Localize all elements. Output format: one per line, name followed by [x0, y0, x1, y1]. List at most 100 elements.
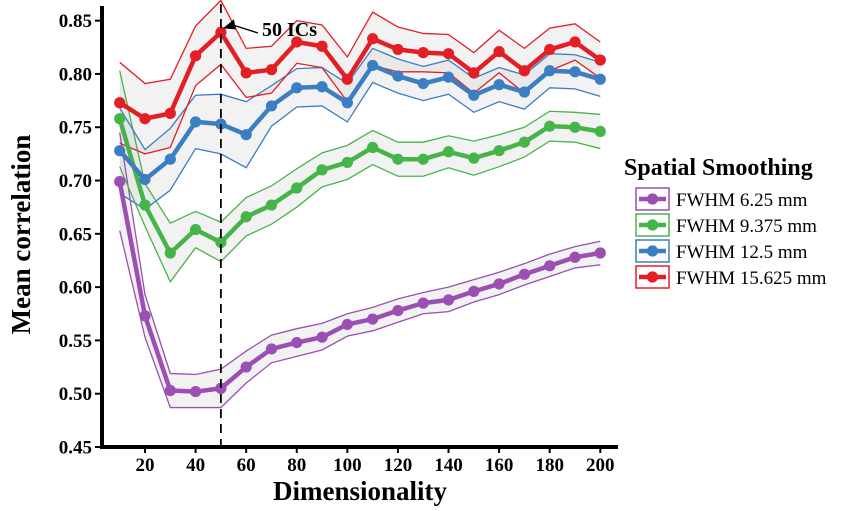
data-point-1-15	[493, 145, 505, 157]
y-tick-label-6: 0.75	[59, 118, 92, 139]
axis-ticks: 0.45 0.50 0.55 0.60 0.65 0.70 0.75 0.80 0.85 20 40…	[59, 11, 615, 476]
x-tick-label-8: 180	[535, 455, 564, 476]
data-point-2-0	[114, 145, 126, 157]
legend-label-0: FWHM 6.25 mm	[676, 190, 808, 211]
y-tick-label-3: 0.60	[59, 278, 92, 299]
data-point-1-4	[215, 236, 227, 248]
data-point-3-16	[518, 65, 531, 77]
y-tick-label-1: 0.50	[59, 384, 92, 405]
data-point-1-2	[164, 247, 176, 259]
data-point-3-0	[114, 97, 126, 109]
legend: Spatial Smoothing FWHM 6.25 mm FWHM 9.375…	[624, 155, 827, 289]
data-point-1-7	[291, 182, 303, 194]
data-point-0-9	[341, 318, 353, 331]
data-point-2-12	[417, 77, 429, 90]
legend-title: Spatial Smoothing	[624, 155, 813, 181]
legend-key-marker-3	[646, 271, 659, 283]
data-point-1-6	[265, 199, 278, 211]
data-point-1-19	[594, 125, 606, 138]
data-point-2-2	[164, 153, 176, 165]
x-tick-label-1: 40	[186, 455, 205, 476]
confidence-envelope-lines	[119, 0, 601, 409]
data-point-0-2	[164, 384, 176, 397]
data-point-1-10	[367, 141, 379, 154]
confidence-band-0	[119, 132, 601, 408]
upper-bound-line-0	[119, 132, 601, 376]
lower-bound-line-0	[119, 230, 601, 409]
x-tick-label-3: 80	[287, 455, 306, 476]
data-point-2-13	[442, 71, 455, 83]
x-axis-title: Dimensionality	[273, 476, 448, 506]
data-point-0-7	[291, 336, 303, 349]
data-point-3-18	[569, 36, 581, 48]
axes	[100, 6, 618, 449]
data-point-3-1	[139, 113, 151, 125]
data-point-1-9	[341, 156, 353, 169]
data-point-0-11	[392, 304, 404, 317]
confidence-band-3	[119, 0, 601, 154]
data-point-3-11	[392, 43, 404, 56]
data-point-2-14	[468, 89, 480, 101]
data-point-2-19	[594, 73, 606, 85]
x-tick-label-0: 20	[136, 455, 155, 476]
x-tick-label-4: 100	[333, 455, 362, 476]
x-tick-label-5: 120	[384, 455, 413, 476]
data-point-3-12	[417, 47, 429, 59]
data-point-2-16	[518, 86, 531, 98]
data-point-2-18	[569, 66, 581, 78]
series-points	[114, 26, 606, 398]
data-point-3-19	[594, 54, 606, 66]
legend-key-marker-2	[646, 245, 659, 257]
data-point-1-5	[240, 211, 252, 223]
data-point-1-13	[442, 146, 455, 158]
x-tick-label-9: 200	[586, 455, 615, 476]
data-point-0-5	[240, 361, 252, 373]
data-point-0-18	[569, 251, 581, 263]
data-point-0-10	[367, 313, 379, 325]
data-point-2-3	[189, 116, 202, 128]
data-point-2-8	[316, 81, 328, 93]
y-tick-label-8: 0.85	[59, 11, 92, 32]
y-tick-label-2: 0.55	[59, 331, 92, 352]
data-point-1-1	[139, 199, 151, 211]
data-point-1-18	[569, 121, 581, 133]
data-point-2-10	[367, 59, 379, 72]
x-tick-label-2: 60	[237, 455, 256, 476]
data-point-0-12	[417, 297, 429, 309]
data-point-2-9	[341, 97, 353, 109]
upper-bound-line-3	[119, 0, 601, 85]
data-point-0-8	[316, 331, 328, 343]
data-point-1-14	[468, 152, 480, 164]
data-point-3-7	[291, 36, 303, 48]
data-point-0-13	[442, 294, 455, 306]
data-point-2-7	[291, 82, 303, 94]
data-point-3-2	[164, 107, 176, 119]
annotation: 50 ICs	[222, 19, 317, 41]
data-point-2-5	[240, 129, 252, 141]
data-point-3-13	[442, 48, 455, 60]
data-point-0-19	[594, 247, 606, 259]
data-point-0-1	[139, 310, 151, 322]
confidence-band-1	[119, 70, 601, 282]
data-point-1-11	[392, 153, 404, 165]
annotation-arrow-shaft	[230, 23, 259, 34]
data-point-1-17	[544, 120, 556, 132]
data-point-3-14	[468, 67, 480, 79]
data-point-1-12	[417, 153, 429, 165]
data-point-3-6	[265, 64, 278, 76]
legend-label-3: FWHM 15.625 mm	[676, 268, 827, 289]
data-point-3-10	[367, 33, 379, 45]
annotation-text: 50 ICs	[262, 19, 317, 41]
annotation-arrow-head	[222, 19, 236, 30]
data-point-1-0	[114, 113, 126, 125]
data-point-3-15	[493, 45, 505, 58]
data-point-0-14	[468, 285, 480, 297]
data-point-2-6	[265, 100, 278, 112]
data-point-3-17	[544, 43, 556, 56]
lower-bound-line-1	[119, 140, 601, 284]
data-point-3-3	[189, 50, 202, 62]
y-tick-label-4: 0.65	[59, 224, 92, 245]
data-point-2-15	[493, 79, 505, 91]
x-tick-label-6: 140	[434, 455, 463, 476]
